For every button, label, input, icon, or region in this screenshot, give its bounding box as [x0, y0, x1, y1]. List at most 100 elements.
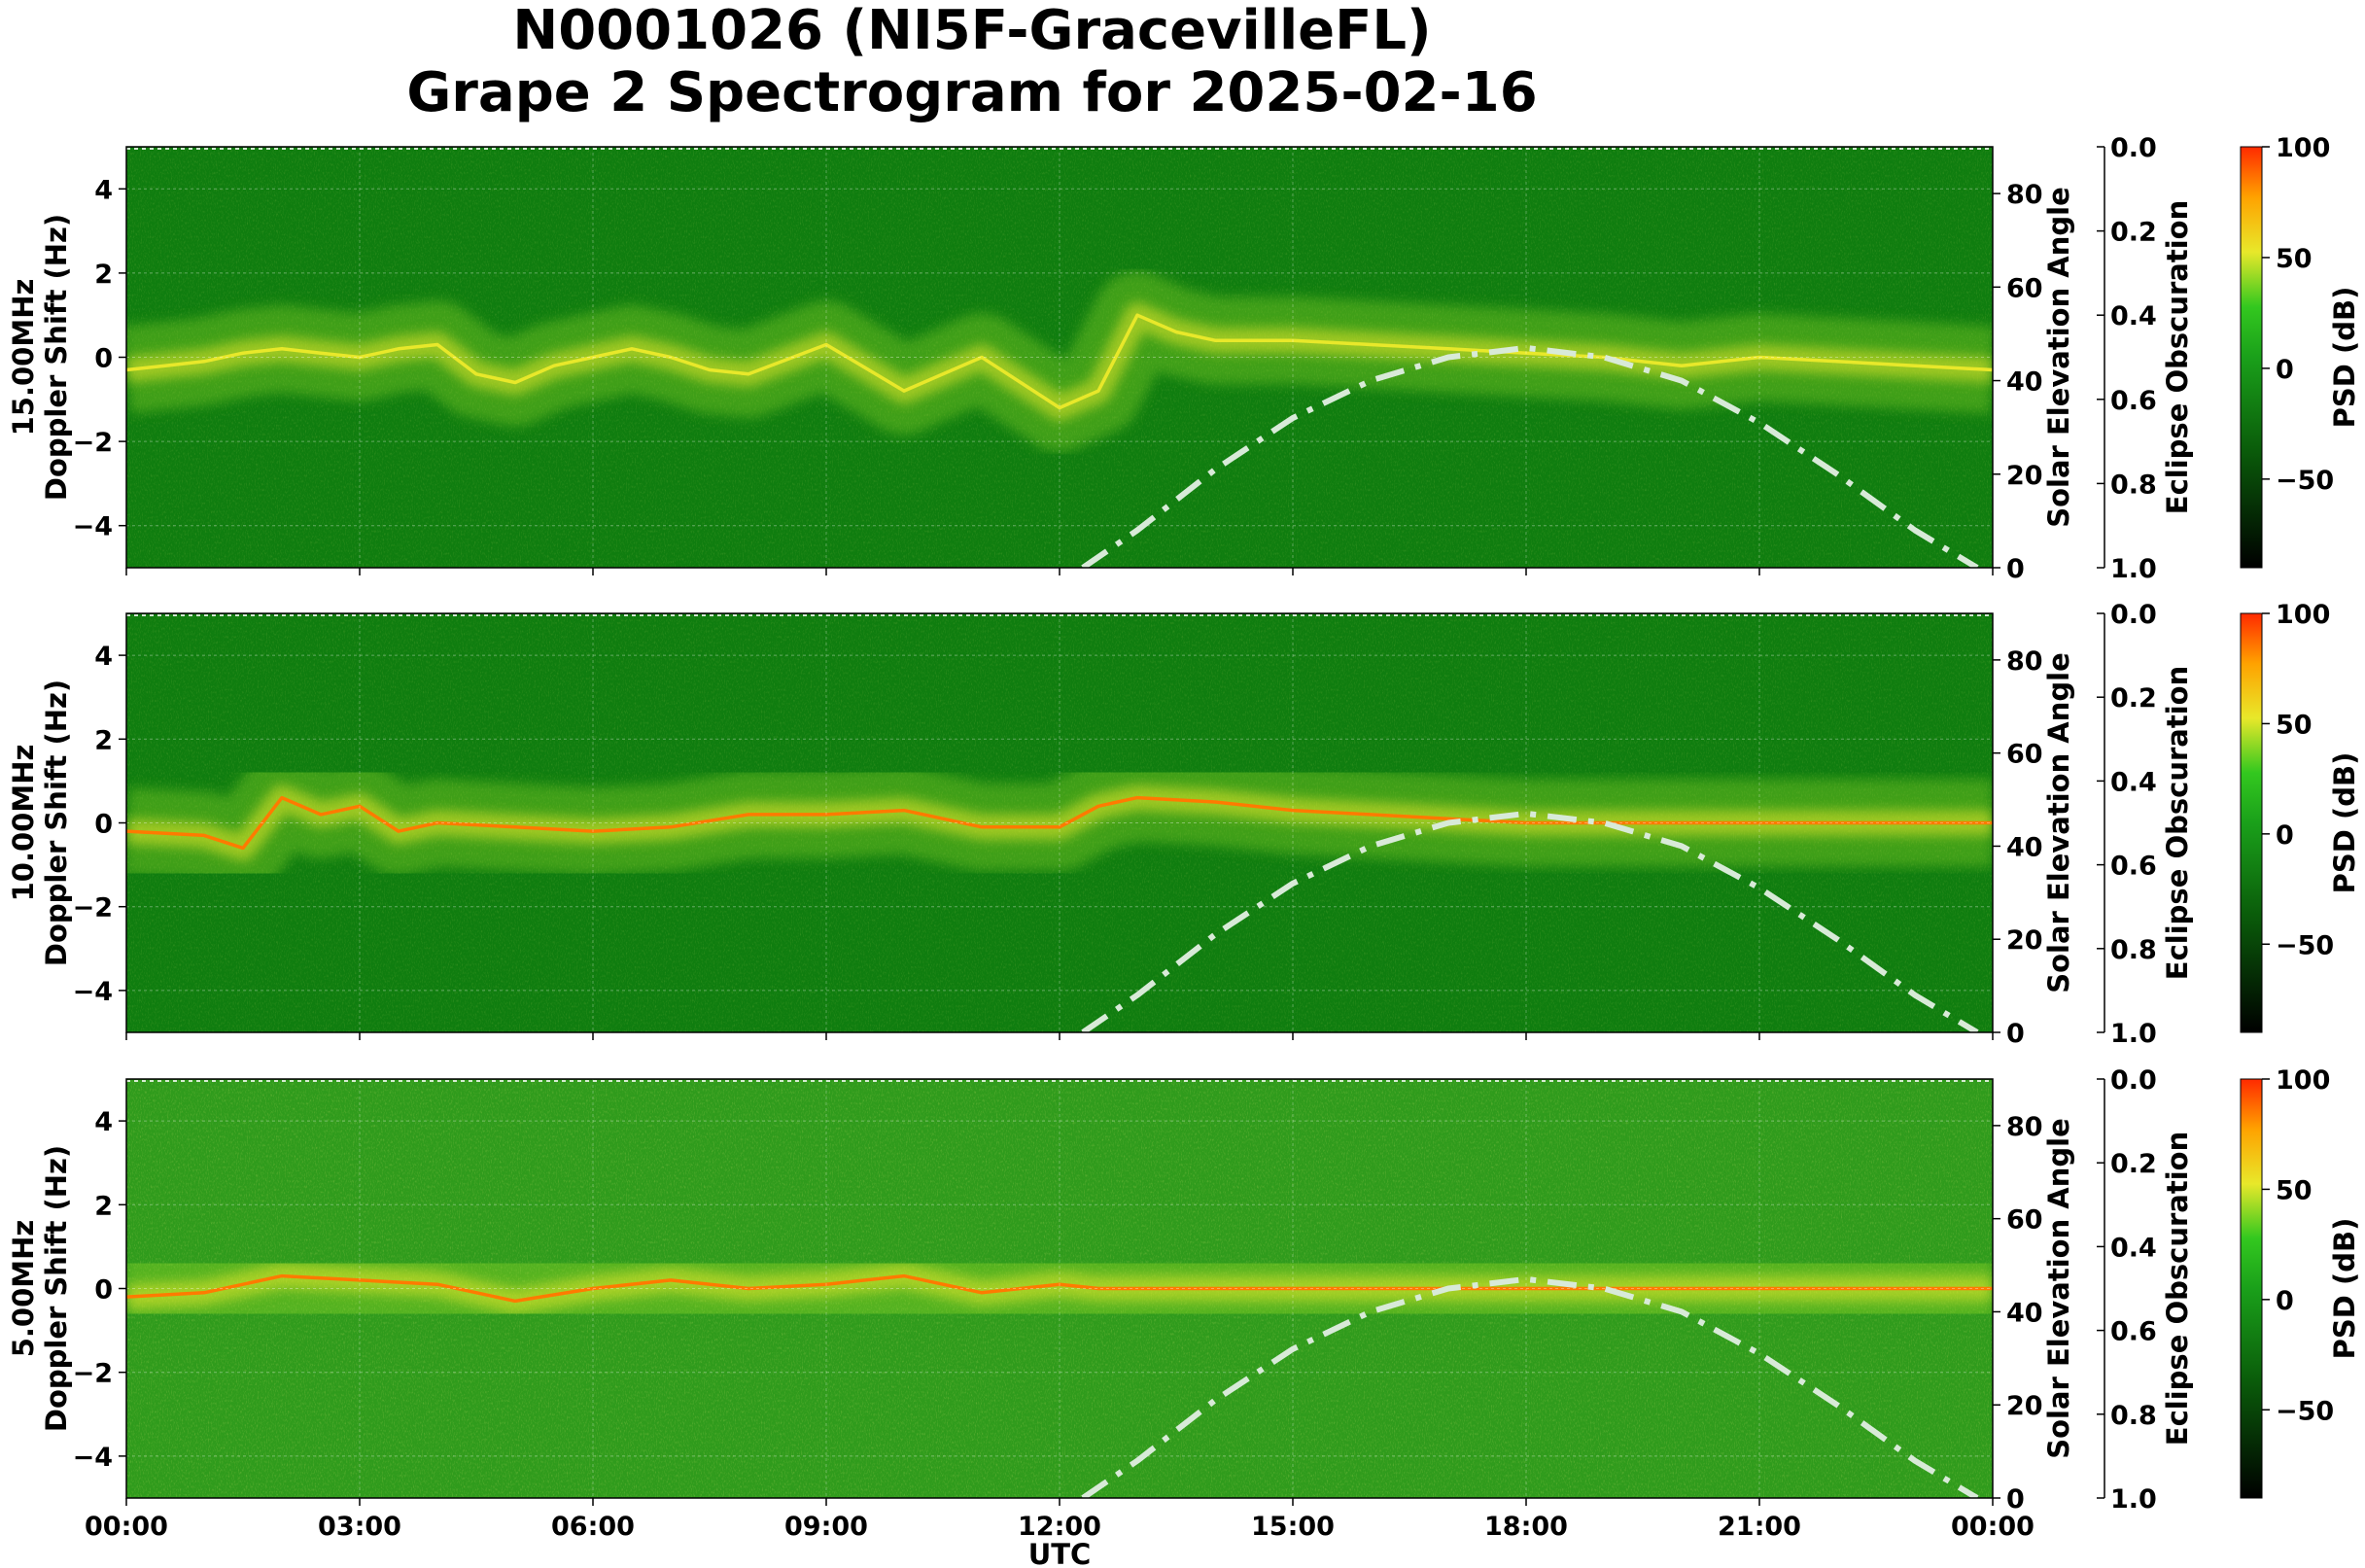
eclipse-tick-label: 0.6 [2110, 1317, 2157, 1347]
solar-tick-label: 20 [2006, 1391, 2043, 1421]
y-tick-label: 2 [94, 725, 113, 755]
y-tick-label: 4 [94, 175, 113, 205]
title-line-2: Grape 2 Spectrogram for 2025-02-16 [406, 61, 1538, 124]
x-tick-label: 18:00 [1484, 1512, 1568, 1542]
panel-15MHz: 420−2−415.00MHzDoppler Shift (Hz)0204060… [7, 133, 2361, 584]
colorbar [2240, 612, 2263, 1033]
y-axis-label-freq: 15.00MHz [7, 279, 40, 436]
colorbar-tick-label: 100 [2276, 600, 2330, 630]
eclipse-tick-label: 0.0 [2110, 1065, 2157, 1096]
colorbar-tick-label: 0 [2276, 820, 2294, 851]
colorbar-tick-label: 0 [2276, 1286, 2294, 1316]
colorbar-label: PSD (dB) [2328, 1218, 2361, 1360]
solar-axis-label: Solar Elevation Angle [2042, 652, 2075, 993]
solar-tick-label: 80 [2006, 1112, 2043, 1142]
x-tick-label: 09:00 [784, 1512, 868, 1542]
chart-title: N0001026 (NI5F-GracevilleFL) Grape 2 Spe… [0, 0, 1944, 124]
eclipse-tick-label: 1.0 [2110, 554, 2157, 584]
y-axis-label-units: Doppler Shift (Hz) [40, 214, 73, 501]
colorbar-tick-label: 50 [2276, 1175, 2313, 1205]
y-axis-label: 10.00MHzDoppler Shift (Hz) [7, 679, 73, 966]
y-tick-label: −2 [73, 428, 113, 458]
eclipse-tick-label: 0.4 [2110, 1233, 2157, 1263]
solar-tick-label: 80 [2006, 646, 2043, 677]
spectrogram-area [126, 613, 1993, 1032]
y-tick-label: −2 [73, 1359, 113, 1389]
solar-axis-label: Solar Elevation Angle [2042, 187, 2075, 528]
colorbar-tick-label: −50 [2276, 466, 2334, 496]
y-axis-label-freq: 10.00MHz [7, 745, 40, 902]
solar-tick-label: 20 [2006, 925, 2043, 956]
x-axis-label: UTC [1028, 1538, 1092, 1568]
y-tick-label: 0 [94, 344, 113, 374]
colorbar-tick-label: −50 [2276, 1396, 2334, 1426]
solar-tick-label: 40 [2006, 367, 2043, 398]
x-tick-label: 00:00 [1951, 1512, 2035, 1542]
solar-tick-label: 20 [2006, 461, 2043, 491]
y-axis-label: 5.00MHzDoppler Shift (Hz) [7, 1145, 73, 1432]
solar-tick-label: 80 [2006, 180, 2043, 210]
colorbar-tick-label: 50 [2276, 710, 2313, 740]
eclipse-tick-label: 1.0 [2110, 1019, 2157, 1049]
eclipse-tick-label: 0.0 [2110, 133, 2157, 163]
panel-5MHz: 420−2−45.00MHzDoppler Shift (Hz)02040608… [7, 1065, 2361, 1515]
x-tick-label: 12:00 [1018, 1512, 1101, 1542]
eclipse-tick-label: 0.2 [2110, 218, 2157, 248]
y-tick-label: 2 [94, 260, 113, 290]
solar-tick-label: 40 [2006, 832, 2043, 862]
solar-tick-label: 0 [2006, 554, 2025, 584]
y-tick-label: 4 [94, 1107, 113, 1137]
eclipse-tick-label: 0.8 [2110, 1401, 2157, 1431]
x-tick-label: 06:00 [551, 1512, 635, 1542]
solar-tick-label: 60 [2006, 740, 2043, 770]
eclipse-tick-label: 0.2 [2110, 683, 2157, 714]
spectrogram-area [126, 147, 1993, 568]
solar-tick-label: 0 [2006, 1019, 2025, 1049]
y-tick-label: 4 [94, 642, 113, 672]
eclipse-tick-label: 0.2 [2110, 1149, 2157, 1179]
solar-axis-label: Solar Elevation Angle [2042, 1118, 2075, 1459]
colorbar-tick-label: 50 [2276, 244, 2313, 274]
solar-tick-label: 60 [2006, 1205, 2043, 1236]
colorbar-tick-label: 100 [2276, 133, 2330, 163]
eclipse-axis-label: Eclipse Obscuration [2161, 1132, 2194, 1446]
eclipse-axis-label: Eclipse Obscuration [2161, 666, 2194, 980]
y-tick-label: 0 [94, 1275, 113, 1306]
eclipse-tick-label: 0.8 [2110, 935, 2157, 965]
eclipse-tick-label: 0.6 [2110, 852, 2157, 882]
colorbar-tick-label: −50 [2276, 930, 2334, 960]
colorbar-tick-label: 0 [2276, 355, 2294, 385]
solar-elevation-curve [1081, 344, 1979, 568]
eclipse-tick-label: 0.4 [2110, 767, 2157, 797]
colorbar [2240, 1078, 2263, 1499]
eclipse-tick-label: 0.6 [2110, 386, 2157, 416]
carrier-trace [126, 795, 1993, 851]
colorbar-label: PSD (dB) [2328, 752, 2361, 894]
y-axis-label-units: Doppler Shift (Hz) [40, 1145, 73, 1432]
colorbar-label: PSD (dB) [2328, 287, 2361, 429]
x-tick-label: 00:00 [85, 1512, 168, 1542]
colorbar [2240, 146, 2263, 569]
solar-elevation-curve [1081, 1275, 1979, 1498]
y-tick-label: −4 [73, 1443, 113, 1473]
eclipse-tick-label: 0.4 [2110, 301, 2157, 331]
eclipse-axis-label: Eclipse Obscuration [2161, 200, 2194, 514]
eclipse-tick-label: 0.0 [2110, 600, 2157, 630]
solar-tick-label: 40 [2006, 1298, 2043, 1328]
spectrogram-area [126, 1079, 1993, 1498]
y-tick-label: −2 [73, 893, 113, 923]
x-tick-label: 15:00 [1251, 1512, 1335, 1542]
x-tick-label: 03:00 [318, 1512, 401, 1542]
eclipse-tick-label: 1.0 [2110, 1484, 2157, 1515]
eclipse-tick-label: 0.8 [2110, 470, 2157, 500]
colorbar-tick-label: 100 [2276, 1065, 2330, 1096]
y-axis-label-freq: 5.00MHz [7, 1220, 40, 1358]
solar-elevation-curve [1081, 810, 1979, 1032]
y-axis-label-units: Doppler Shift (Hz) [40, 679, 73, 966]
y-tick-label: 2 [94, 1191, 113, 1221]
title-line-1: N0001026 (NI5F-GracevilleFL) [512, 0, 1432, 62]
y-axis-label: 15.00MHzDoppler Shift (Hz) [7, 214, 73, 501]
solar-tick-label: 60 [2006, 273, 2043, 303]
x-tick-label: 21:00 [1718, 1512, 1801, 1542]
